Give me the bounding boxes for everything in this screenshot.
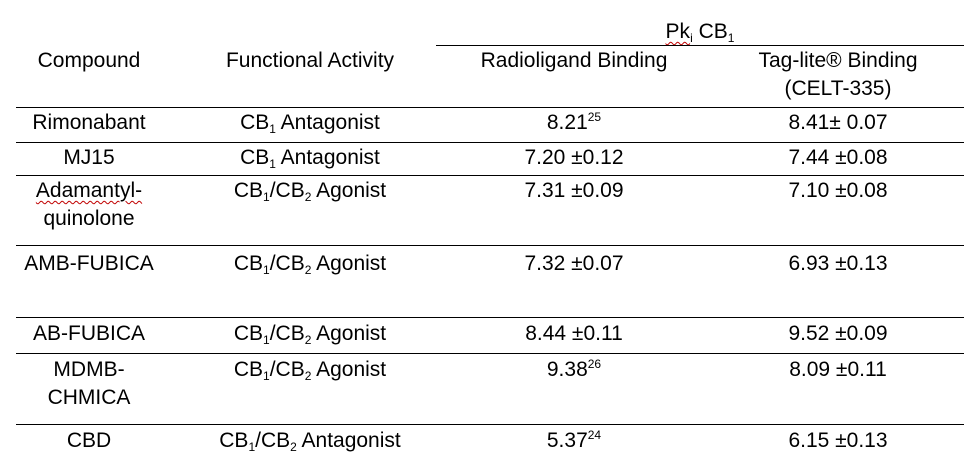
row-rule: [16, 175, 964, 176]
pki-cb1-group-header: Pki CB1: [436, 18, 964, 46]
compound-cell: MJ15: [63, 146, 115, 169]
group-header-rule: [436, 45, 964, 46]
activity-cell: CB1/CB2 Agonist: [233, 179, 387, 204]
taglite-cell: 6.15 ±0.13: [788, 429, 888, 452]
header-compound: Compound: [37, 49, 141, 72]
activity-cell: CB1/CB2 Antagonist: [219, 429, 401, 454]
row-rule: [16, 317, 964, 318]
compound-cell: Adamantyl- quinolone: [0, 177, 178, 233]
compound-cell: AMB-FUBICA: [24, 252, 154, 275]
taglite-cell: 8.09 ±0.11: [789, 358, 887, 381]
pk-text: Pk: [665, 20, 691, 43]
compound-line2: quinolone: [43, 207, 135, 230]
header-radioligand-binding: Radioligand Binding: [480, 49, 668, 72]
radioligand-cell: 7.32 ±0.07: [524, 252, 624, 275]
taglite-cell: 9.52 ±0.09: [788, 322, 888, 345]
row-rule: [16, 353, 964, 354]
cb-text: CB: [692, 20, 728, 43]
header-taglite-binding: Tag-lite® Binding (CELT-335): [712, 47, 964, 103]
taglite-cell: 8.41± 0.07: [788, 111, 888, 134]
compound-cell: AB-FUBICA: [32, 322, 145, 345]
activity-cell: CB1/CB2 Agonist: [233, 252, 387, 277]
radioligand-cell: 8.2125: [546, 110, 602, 134]
compound-cell: MDMB- CHMICA: [0, 356, 178, 412]
taglite-cell: 7.10 ±0.08: [788, 179, 888, 202]
radioligand-cell: 7.20 ±0.12: [524, 146, 624, 169]
activity-cell: CB1 Antagonist: [240, 146, 380, 171]
activity-cell: CB1/CB2 Agonist: [233, 322, 387, 347]
row-rule: [16, 107, 964, 108]
taglite-cell: 7.44 ±0.08: [788, 146, 888, 169]
radioligand-cell: 9.3826: [546, 357, 602, 381]
radioligand-cell: 5.3724: [546, 428, 602, 452]
compound-line1: MDMB-: [53, 358, 125, 381]
radioligand-cell: 7.31 ±0.09: [524, 179, 624, 202]
header-taglite-line2: (CELT-335): [784, 77, 892, 100]
radioligand-cell: 8.44 ±0.11: [525, 322, 623, 345]
pk-subscript: i: [690, 31, 693, 45]
compound-cell: Rimonabant: [32, 111, 146, 134]
compound-cell: CBD: [66, 429, 112, 452]
header-taglite-line1: Tag-lite® Binding: [758, 49, 918, 72]
header-functional-activity: Functional Activity: [225, 49, 395, 72]
row-rule: [16, 142, 964, 143]
activity-cell: CB1 Antagonist: [240, 111, 380, 136]
activity-cell: CB1/CB2 Agonist: [233, 358, 387, 383]
compound-line2: CHMICA: [47, 386, 131, 409]
row-rule: [16, 424, 964, 425]
cb-subscript: 1: [727, 31, 735, 45]
compound-line1: Adamantyl-: [35, 179, 143, 202]
taglite-cell: 6.93 ±0.13: [788, 252, 888, 275]
row-rule: [16, 245, 964, 246]
